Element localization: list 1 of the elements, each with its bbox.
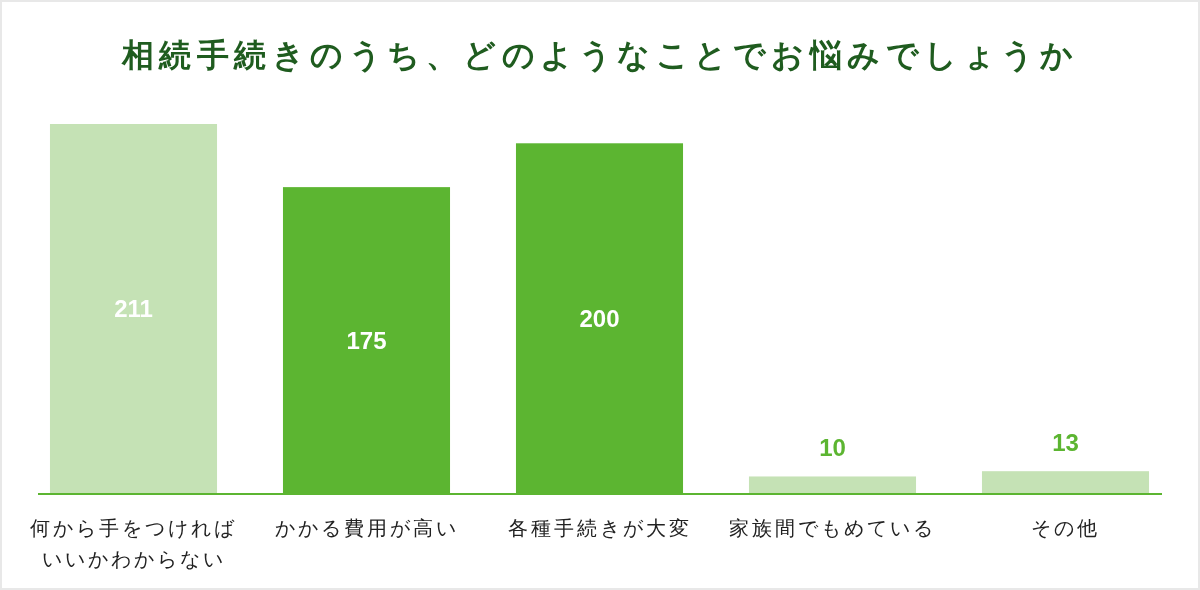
title: 相続手続きのうち、どのようなことでお悩みでしょうか [121,37,1079,73]
